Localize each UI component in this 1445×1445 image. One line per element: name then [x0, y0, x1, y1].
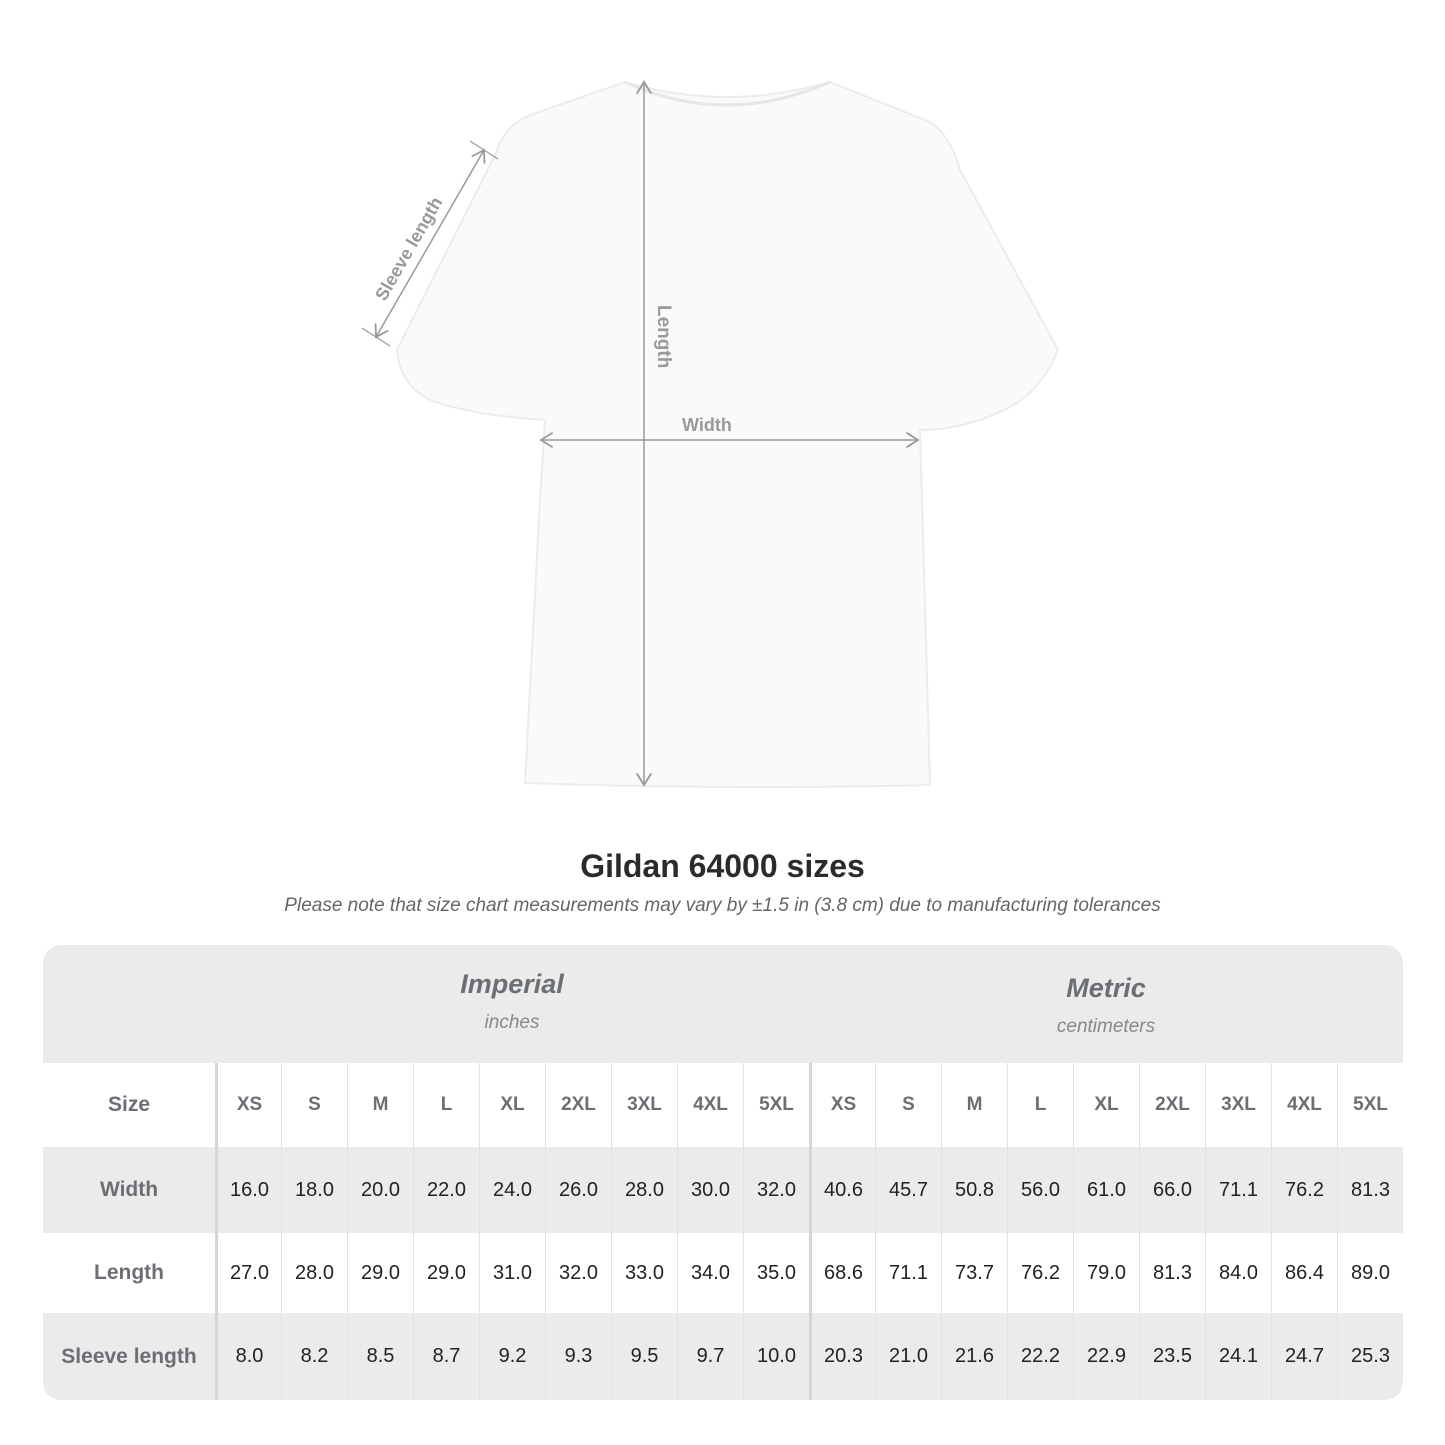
table-cell: M — [941, 1063, 1007, 1147]
table-cell: 40.6 — [809, 1147, 875, 1233]
table-cell: L — [413, 1063, 479, 1147]
metric-header: Metric centimeters — [809, 973, 1403, 1091]
table-cell: 71.1 — [875, 1233, 941, 1313]
table-cell: 8.0 — [215, 1313, 281, 1400]
table-cell: 56.0 — [1007, 1147, 1073, 1233]
table-cell: 22.9 — [1073, 1313, 1139, 1400]
table-cell: 9.7 — [677, 1313, 743, 1400]
metric-unit: centimeters — [1056, 1016, 1156, 1037]
table-cell: 76.2 — [1271, 1147, 1337, 1233]
table-cell: 4XL — [677, 1063, 743, 1147]
table-cell: 22.2 — [1007, 1313, 1073, 1400]
imperial-unit: inches — [484, 1012, 540, 1033]
table-cell: 10.0 — [743, 1313, 809, 1400]
table-cell: 73.7 — [941, 1233, 1007, 1313]
table-cell: 89.0 — [1337, 1233, 1403, 1313]
table-row: Width 16.0 18.0 20.0 22.0 24.0 26.0 28.0 30.0 32.… — [43, 1147, 1403, 1233]
table-row: Length 27.0 28.0 29.0 29.0 31.0 32.0 33.0 34.0 35… — [43, 1233, 1403, 1313]
table-cell: 33.0 — [611, 1233, 677, 1313]
table-cell: 34.0 — [677, 1233, 743, 1313]
table-cell: 84.0 — [1205, 1233, 1271, 1313]
table-row: Sleeve length 8.0 8.2 8.5 8.7 9.2 9.3 9.5 9.7 10.… — [43, 1313, 1403, 1400]
table-cell: 35.0 — [743, 1233, 809, 1313]
table-cell: 24.1 — [1205, 1313, 1271, 1400]
table-cell: S — [281, 1063, 347, 1147]
sleeve-length-arrow — [376, 150, 484, 337]
metric-title: Metric — [1066, 973, 1146, 1003]
tshirt-diagram: Sleeve length Length Width — [361, 0, 1060, 789]
table-cell: 27.0 — [215, 1233, 281, 1313]
table-cell: 81.3 — [1337, 1147, 1403, 1233]
imperial-header: Imperial inches — [215, 969, 809, 1087]
table-cell: 21.0 — [875, 1313, 941, 1400]
page-title: Gildan 64000 sizes — [580, 848, 865, 884]
table-cell: 9.5 — [611, 1313, 677, 1400]
table-cell: 4XL — [1271, 1063, 1337, 1147]
table-cell: 9.2 — [479, 1313, 545, 1400]
table-cell: XS — [215, 1063, 281, 1147]
table-cell: 8.2 — [281, 1313, 347, 1400]
table-cell: 20.0 — [347, 1147, 413, 1233]
row-label: Size — [107, 1093, 151, 1116]
table-cell: 29.0 — [413, 1233, 479, 1313]
table-cell: 25.3 — [1337, 1313, 1403, 1400]
table-cell: 28.0 — [611, 1147, 677, 1233]
table-cell: 61.0 — [1073, 1147, 1139, 1233]
table-cell: 9.3 — [545, 1313, 611, 1400]
width-label: Width — [682, 415, 732, 435]
table-cell: M — [347, 1063, 413, 1147]
table-cell: 68.6 — [809, 1233, 875, 1313]
table-cell: 5XL — [743, 1063, 809, 1147]
table-cell: 24.7 — [1271, 1313, 1337, 1400]
row-label: Length — [94, 1261, 164, 1284]
table-cell: 5XL — [1337, 1063, 1403, 1147]
table-cell: 24.0 — [479, 1147, 545, 1233]
table-cell: 76.2 — [1007, 1233, 1073, 1313]
table-cell: 28.0 — [281, 1233, 347, 1313]
table-cell: S — [875, 1063, 941, 1147]
length-label: Length — [653, 305, 674, 368]
table-cell: 3XL — [1205, 1063, 1271, 1147]
imperial-title: Imperial — [460, 969, 564, 999]
table-cell: 3XL — [611, 1063, 677, 1147]
table-cell: 50.8 — [941, 1147, 1007, 1233]
table-cell: 2XL — [1139, 1063, 1205, 1147]
table-cell: 86.4 — [1271, 1233, 1337, 1313]
row-label: Sleeve length — [61, 1344, 197, 1368]
table-cell: 20.3 — [809, 1313, 875, 1400]
table-cell: 79.0 — [1073, 1233, 1139, 1313]
table-cell: 18.0 — [281, 1147, 347, 1233]
table-cell: 29.0 — [347, 1233, 413, 1313]
table-cell: 26.0 — [545, 1147, 611, 1233]
table-cell: 66.0 — [1139, 1147, 1205, 1233]
table-cell: XS — [809, 1063, 875, 1147]
table-cell: 31.0 — [479, 1233, 545, 1313]
table-cell: L — [1007, 1063, 1073, 1147]
size-header-row: Size XS S M L XL 2XL 3XL 4XL 5XL XS S M L XL 2XL 3XL 4XL 5… — [43, 1063, 1403, 1147]
table-cell: 30.0 — [677, 1147, 743, 1233]
table-cell: 32.0 — [545, 1233, 611, 1313]
table-cell: 71.1 — [1205, 1147, 1271, 1233]
table-cell: 22.0 — [413, 1147, 479, 1233]
row-label: Width — [99, 1178, 159, 1201]
table-cell: 16.0 — [215, 1147, 281, 1233]
table-cell: 2XL — [545, 1063, 611, 1147]
table-cell: 8.7 — [413, 1313, 479, 1400]
table-cell: 81.3 — [1139, 1233, 1205, 1313]
table-cell: 23.5 — [1139, 1313, 1205, 1400]
size-table: Imperial inches Metric centimeters Size X… — [43, 945, 1403, 1400]
tolerance-note: Please note that size chart measurements… — [284, 895, 1161, 916]
table-cell: 32.0 — [743, 1147, 809, 1233]
table-cell: XL — [479, 1063, 545, 1147]
table-cell: 8.5 — [347, 1313, 413, 1400]
table-cell: XL — [1073, 1063, 1139, 1147]
table-cell: 45.7 — [875, 1147, 941, 1233]
table-cell: 21.6 — [941, 1313, 1007, 1400]
